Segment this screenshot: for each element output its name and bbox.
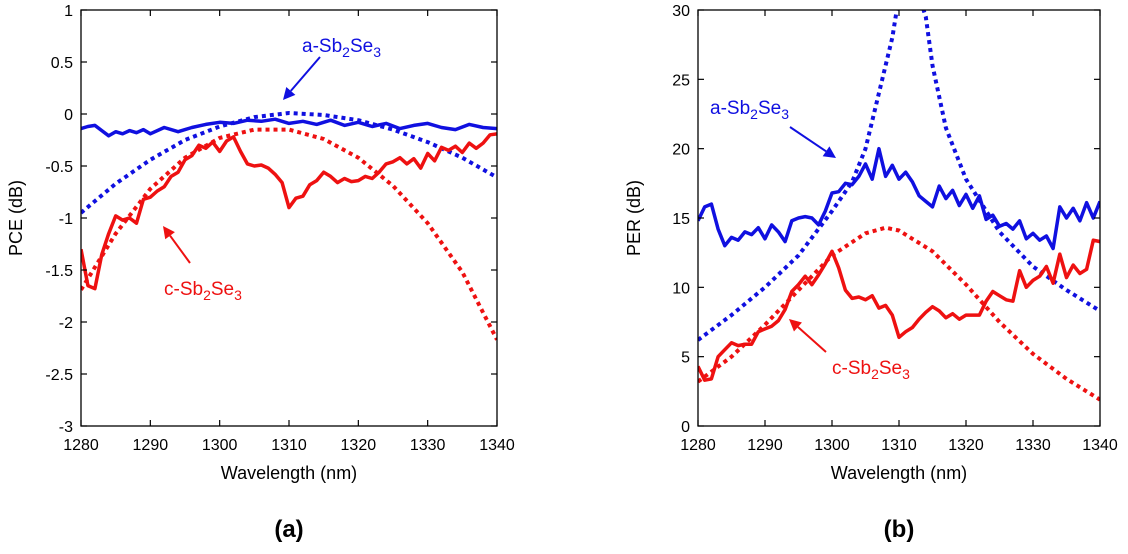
y-tick-label: 0 [681,419,690,436]
annotation-blue-label: a-Sb2Se3 [302,36,381,60]
annotation-blue-label: a-Sb2Se3 [710,98,789,122]
annotation-mid: Se [350,36,373,57]
annotation-subscript: 2 [342,44,350,60]
annotation-subscript: 2 [203,287,211,303]
x-axis-label: Wavelength (nm) [221,463,357,483]
annotation-subscript: 3 [234,287,242,303]
annotation-red-label: c-Sb2Se3 [832,358,910,382]
y-tick-label: -3 [59,419,73,436]
y-tick-label: 0 [64,107,73,124]
y-tick-label: 5 [681,350,690,367]
annotation-prefix: c-Sb [832,358,871,379]
y-tick-label: 30 [672,3,690,20]
series-blue-dotted-line [81,111,497,215]
x-axis-label: Wavelength (nm) [831,463,967,483]
y-tick-label: -0.5 [45,159,73,176]
annotation-arrow-head [163,226,175,240]
x-tick-label: 1320 [341,437,377,454]
y-tick-label: 15 [672,211,690,228]
annotation-mid: Se [879,358,902,379]
x-tick-label: 1310 [881,437,917,454]
series-blue-solid-line [698,146,1100,251]
annotation-subscript: 2 [750,106,758,122]
series-red-dotted-line [81,127,497,341]
annotation-mid: Se [211,279,234,300]
series-red-solid-line [81,132,497,291]
annotation-arrow-shaft [169,235,191,264]
annotation-mid: Se [758,98,781,119]
x-tick-label: 1340 [1082,437,1118,454]
x-tick-label: 1300 [814,437,850,454]
y-tick-label: 10 [672,280,690,297]
y-tick-label: -2.5 [45,367,73,384]
x-tick-label: 1280 [680,437,716,454]
x-tick-label: 1290 [747,437,783,454]
plot-frame [80,9,498,427]
panel-label: (b) [884,516,915,543]
x-tick-label: 1290 [133,437,169,454]
annotation-prefix: c-Sb [164,279,203,300]
y-tick-label: 20 [672,142,690,159]
x-tick-label: 1330 [1015,437,1051,454]
y-tick-label: 25 [672,72,690,89]
annotation-arrow-shaft [797,326,827,353]
annotation-red-label: c-Sb2Se3 [164,279,242,303]
panel-label: (a) [274,516,303,543]
annotation-subscript: 3 [373,44,381,60]
annotation-subscript: 3 [781,106,789,122]
y-axis-label: PCE (dB) [6,180,26,256]
y-axis-label: PER (dB) [624,180,644,256]
x-tick-label: 1330 [410,437,446,454]
series-blue-solid-line [81,117,497,138]
annotation-arrow-head [822,146,836,158]
annotation-arrow-shaft [789,126,827,153]
x-tick-label: 1280 [63,437,99,454]
y-tick-label: 0.5 [51,55,73,72]
annotation-arrow-head [283,86,296,100]
x-tick-label: 1320 [948,437,984,454]
y-tick-label: -1.5 [45,263,73,280]
panel-b: 1280 1290 1300 1310 1320 1330 1340 0 5 10 15 20 25 30… [624,3,1118,543]
x-tick-label: 1340 [479,437,515,454]
annotation-arrow-shaft [290,56,321,92]
panel-a: 1280 1290 1300 1310 1320 1330 1340 1 0.5 0 -0.5 -1 -… [6,3,515,543]
y-tick-label: -1 [59,211,73,228]
annotation-prefix: a-Sb [710,98,750,119]
series-red-solid-line [698,238,1100,382]
annotation-arrow-head [789,319,802,332]
annotation-prefix: a-Sb [302,36,342,57]
series-blue-dotted-line [698,10,1100,342]
y-tick-label: 1 [64,3,73,20]
annotation-subscript: 2 [871,366,879,382]
series-red-dotted-line [698,225,1100,402]
x-tick-label: 1300 [202,437,238,454]
annotation-subscript: 3 [902,366,910,382]
y-tick-label: -2 [59,315,73,332]
x-tick-label: 1310 [271,437,307,454]
